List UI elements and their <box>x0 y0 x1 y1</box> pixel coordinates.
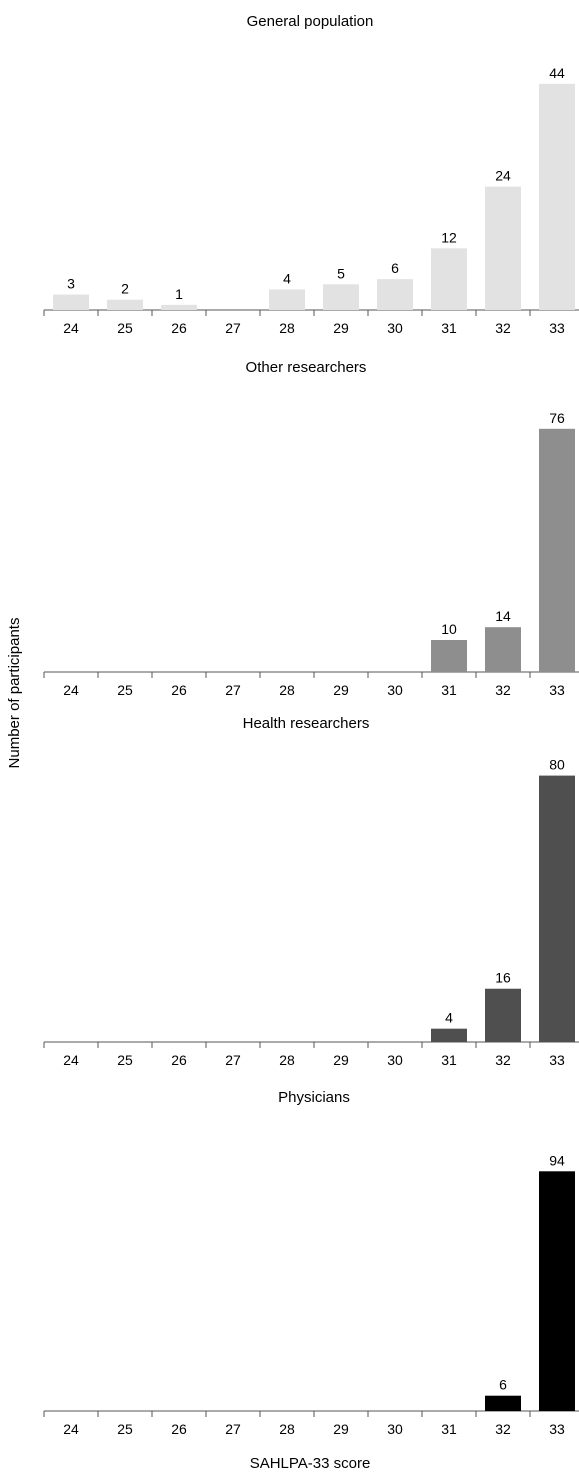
x-tick-label: 30 <box>387 682 403 698</box>
x-tick-label: 33 <box>549 320 565 336</box>
data-label: 4 <box>283 270 291 286</box>
panel-health-researchers: Health researchers 24 25 26 27 28 29 30 4 31 16 32… <box>43 715 579 1068</box>
bar-33 <box>539 1171 575 1411</box>
data-label: 44 <box>549 65 565 81</box>
data-label: 76 <box>549 410 565 426</box>
x-tick-label: 25 <box>117 320 133 336</box>
x-tick-label: 26 <box>171 1052 187 1068</box>
bar-25 <box>107 299 143 310</box>
x-tick-label: 24 <box>63 1421 79 1437</box>
x-tick-label: 32 <box>495 320 511 336</box>
data-label: 80 <box>549 757 565 773</box>
x-tick-label: 24 <box>63 320 79 336</box>
data-label: 3 <box>67 276 75 292</box>
data-label: 2 <box>121 281 129 297</box>
x-tick-label: 29 <box>333 320 349 336</box>
data-label: 6 <box>391 260 399 276</box>
panel-general-population: General population 3 24 2 25 1 26 27 4 28 5 29 6 30 1… <box>43 13 579 336</box>
bar-31 <box>431 1028 467 1042</box>
panel-other-researchers: Other researchers 24 25 26 27 28 29 30 10 31 14 32… <box>43 359 579 698</box>
bar-33 <box>539 775 575 1042</box>
bar-29 <box>323 284 359 310</box>
bar-30 <box>377 279 413 310</box>
x-tick-label: 33 <box>549 682 565 698</box>
x-tick-label: 29 <box>333 682 349 698</box>
bar-32 <box>485 186 521 310</box>
bar-28 <box>269 289 305 310</box>
x-tick-label: 24 <box>63 682 79 698</box>
bar-31 <box>431 248 467 310</box>
x-tick-label: 28 <box>279 1052 295 1068</box>
bar-33 <box>539 428 575 672</box>
x-tick-label: 28 <box>279 682 295 698</box>
panel-title: Health researchers <box>243 715 370 732</box>
x-tick-label: 32 <box>495 1052 511 1068</box>
bar-31 <box>431 640 467 672</box>
bar-32 <box>485 627 521 672</box>
data-label: 1 <box>175 286 183 302</box>
x-tick-label: 27 <box>225 320 241 336</box>
data-label: 94 <box>549 1152 565 1168</box>
panel-title: Other researchers <box>246 359 367 376</box>
x-tick-label: 30 <box>387 1052 403 1068</box>
x-tick-label: 25 <box>117 1052 133 1068</box>
x-tick-label: 31 <box>441 1052 457 1068</box>
bar-32 <box>485 988 521 1042</box>
x-tick-label: 33 <box>549 1052 565 1068</box>
x-tick-label: 30 <box>387 1421 403 1437</box>
x-tick-label: 27 <box>225 1421 241 1437</box>
data-label: 10 <box>441 621 457 637</box>
y-axis-label: Number of participants <box>6 618 23 769</box>
bar-24 <box>53 294 89 310</box>
x-tick-label: 31 <box>441 1421 457 1437</box>
bar-32 <box>485 1395 521 1411</box>
x-tick-label: 25 <box>117 682 133 698</box>
data-label: 12 <box>441 229 457 245</box>
x-tick-label: 24 <box>63 1052 79 1068</box>
x-tick-label: 26 <box>171 320 187 336</box>
x-tick-label: 32 <box>495 1421 511 1437</box>
data-label: 14 <box>495 608 511 624</box>
x-tick-label: 25 <box>117 1421 133 1437</box>
x-tick-label: 27 <box>225 1052 241 1068</box>
data-label: 24 <box>495 168 511 184</box>
panel-title: Physicians <box>278 1089 350 1106</box>
x-tick-label: 26 <box>171 682 187 698</box>
x-axis-label: SAHLPA-33 score <box>250 1455 371 1472</box>
panel-physicians: Physicians 24 25 26 27 28 29 30 31 6 32 94 33 <box>43 1089 579 1437</box>
bar-33 <box>539 83 575 310</box>
x-tick-label: 28 <box>279 1421 295 1437</box>
data-label: 6 <box>499 1377 507 1393</box>
x-tick-label: 29 <box>333 1052 349 1068</box>
x-tick-label: 31 <box>441 320 457 336</box>
x-tick-label: 31 <box>441 682 457 698</box>
x-tick-label: 28 <box>279 320 295 336</box>
x-tick-label: 27 <box>225 682 241 698</box>
x-tick-label: 33 <box>549 1421 565 1437</box>
bar-26 <box>161 304 197 310</box>
data-label: 5 <box>337 265 345 281</box>
panel-title: General population <box>247 13 374 30</box>
x-tick-label: 30 <box>387 320 403 336</box>
data-label: 4 <box>445 1010 453 1026</box>
x-tick-label: 29 <box>333 1421 349 1437</box>
data-label: 16 <box>495 970 511 986</box>
x-tick-label: 26 <box>171 1421 187 1437</box>
x-tick-label: 32 <box>495 682 511 698</box>
